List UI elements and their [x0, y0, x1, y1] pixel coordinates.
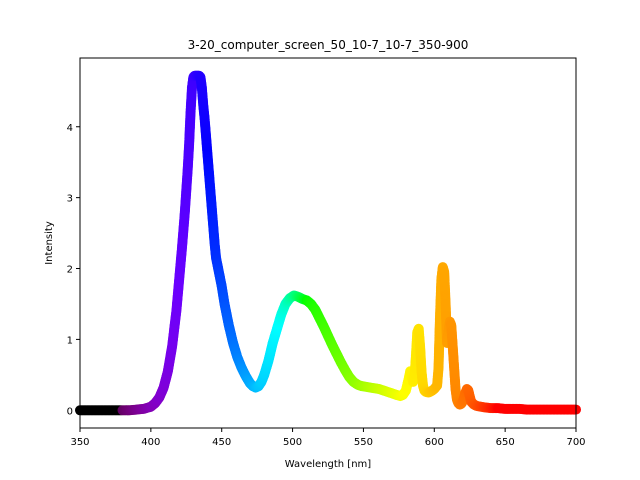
y-tick-label: 0: [67, 406, 73, 417]
x-axis-ticks: 350 400 450 500 550 600 650 700: [70, 428, 586, 448]
x-tick-label: 650: [496, 437, 515, 448]
data-points: [75, 70, 581, 416]
x-tick-label: 450: [212, 437, 231, 448]
chart-title: 3-20_computer_screen_50_10-7_10-7_350-90…: [188, 38, 469, 52]
y-tick-label: 2: [67, 265, 73, 276]
x-axis-label: Wavelength [nm]: [285, 459, 371, 470]
x-tick-label: 600: [425, 437, 444, 448]
x-tick-label: 700: [566, 437, 585, 448]
x-tick-label: 350: [70, 437, 89, 448]
x-tick-label: 500: [283, 437, 302, 448]
y-axis-ticks: 0 1 2 3 4: [67, 123, 80, 417]
y-tick-label: 3: [67, 194, 73, 205]
x-tick-label: 400: [141, 437, 160, 448]
y-tick-label: 4: [67, 123, 73, 134]
y-tick-label: 1: [67, 335, 73, 346]
plot-frame: [79, 57, 577, 429]
y-axis-label: Intensity: [44, 221, 55, 265]
x-tick-label: 550: [354, 437, 373, 448]
